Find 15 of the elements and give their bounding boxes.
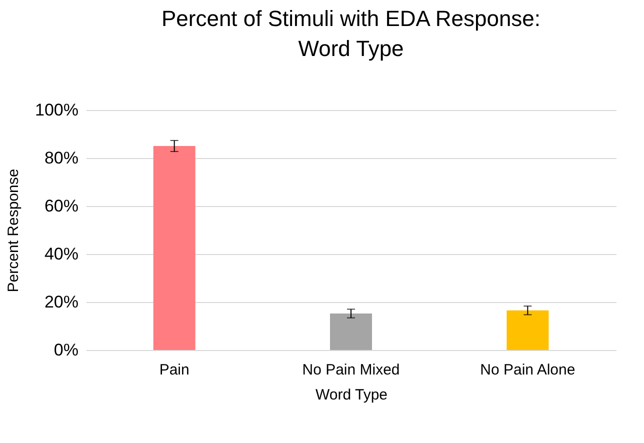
- y-tick-label: 0%: [54, 340, 78, 360]
- x-tick-label: Pain: [159, 362, 190, 378]
- bar: [330, 314, 372, 350]
- bar: [153, 146, 196, 350]
- x-tick-label: No Pain Mixed: [302, 362, 400, 378]
- x-tick-label: No Pain Alone: [480, 362, 576, 378]
- chart-title: Percent of Stimuli with EDA Response: Word Type: [161, 6, 541, 61]
- y-tick-label: 80%: [44, 148, 78, 168]
- x-axis-title: Word Type: [316, 386, 388, 404]
- y-tick-label: 40%: [44, 244, 78, 264]
- y-axis-title: Percent Response: [5, 168, 22, 292]
- y-tick-label: 60%: [44, 196, 78, 216]
- y-tick-label: 100%: [35, 100, 78, 120]
- y-tick-label: 20%: [44, 292, 78, 312]
- bar: [506, 310, 549, 350]
